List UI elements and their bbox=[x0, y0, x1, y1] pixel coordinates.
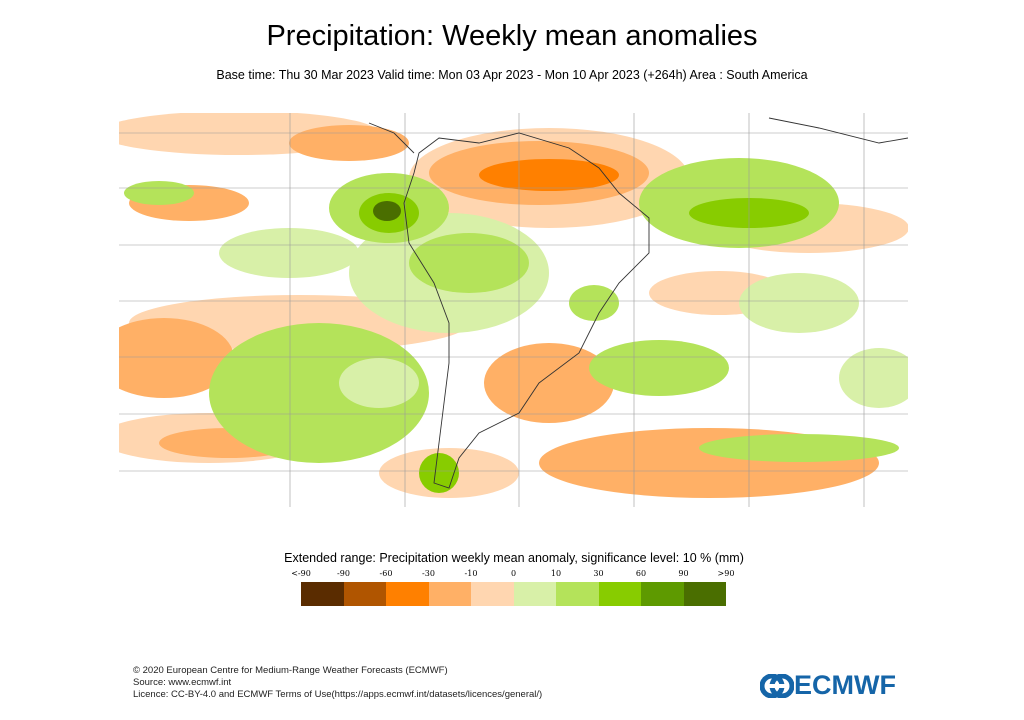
legend-swatch bbox=[556, 582, 599, 606]
legend-colorbar bbox=[301, 582, 726, 606]
legend-title: Extended range: Precipitation weekly mea… bbox=[284, 551, 744, 565]
legend-swatch bbox=[301, 582, 344, 606]
legend-tick: 10 bbox=[550, 569, 562, 578]
legend-tick: >90 bbox=[717, 569, 735, 578]
copyright: © 2020 European Centre for Medium-Range … bbox=[133, 665, 448, 676]
licence: Licence: CC-BY-4.0 and ECMWF Terms of Us… bbox=[133, 689, 543, 700]
anomaly-region bbox=[484, 343, 614, 423]
ecmwf-logo: ECMWF bbox=[760, 670, 896, 701]
anomaly-map bbox=[119, 113, 908, 507]
legend-swatch bbox=[641, 582, 684, 606]
anomaly-region bbox=[339, 358, 419, 408]
legend-tick: -30 bbox=[422, 569, 435, 578]
footer: © 2020 European Centre for Medium-Range … bbox=[133, 665, 542, 701]
legend-tick: 60 bbox=[635, 569, 647, 578]
gridlines bbox=[119, 113, 908, 507]
anomaly-region bbox=[373, 201, 401, 221]
legend-swatch bbox=[683, 582, 726, 606]
legend-tick: -10 bbox=[464, 569, 478, 578]
anomaly-region bbox=[839, 348, 908, 408]
south-america-coastline bbox=[403, 132, 650, 489]
legend-swatch bbox=[471, 582, 514, 606]
legend-swatch bbox=[386, 582, 429, 606]
anomaly-region bbox=[569, 285, 619, 321]
anomaly-region bbox=[209, 323, 429, 463]
ecmwf-logo-icon bbox=[760, 673, 794, 698]
anomaly-region bbox=[124, 181, 194, 205]
legend-swatch bbox=[428, 582, 471, 606]
anomaly-region bbox=[699, 434, 899, 462]
anomaly-region bbox=[409, 233, 529, 293]
legend-swatch bbox=[343, 582, 386, 606]
anomaly-region bbox=[419, 453, 459, 493]
legend-swatch bbox=[598, 582, 641, 606]
legend-swatch bbox=[513, 582, 556, 606]
legend-tick: <-90 bbox=[291, 569, 311, 578]
anomaly-region bbox=[219, 228, 359, 278]
legend-tick: -90 bbox=[337, 569, 350, 578]
wet-anomalies bbox=[124, 158, 908, 493]
anomaly-region bbox=[119, 318, 234, 398]
legend-tick: 90 bbox=[678, 569, 689, 578]
anomaly-region bbox=[739, 273, 859, 333]
legend-tick: -60 bbox=[379, 569, 393, 578]
chart-title: Precipitation: Weekly mean anomalies bbox=[266, 20, 758, 52]
logo-text: ECMWF bbox=[794, 670, 896, 700]
anomaly-region bbox=[479, 159, 619, 191]
legend-ticks: <-90 -90 -60 -30 -10 0 10 30 60 90 >90 bbox=[291, 569, 734, 581]
source: Source: www.ecmwf.int bbox=[133, 677, 232, 688]
anomaly-region bbox=[589, 340, 729, 396]
legend-tick: 0 bbox=[510, 569, 517, 578]
legend-tick: 30 bbox=[593, 569, 604, 578]
central-america-coastline bbox=[368, 117, 908, 154]
anomaly-region bbox=[289, 125, 409, 161]
chart-subtitle: Base time: Thu 30 Mar 2023 Valid time: M… bbox=[216, 68, 808, 82]
